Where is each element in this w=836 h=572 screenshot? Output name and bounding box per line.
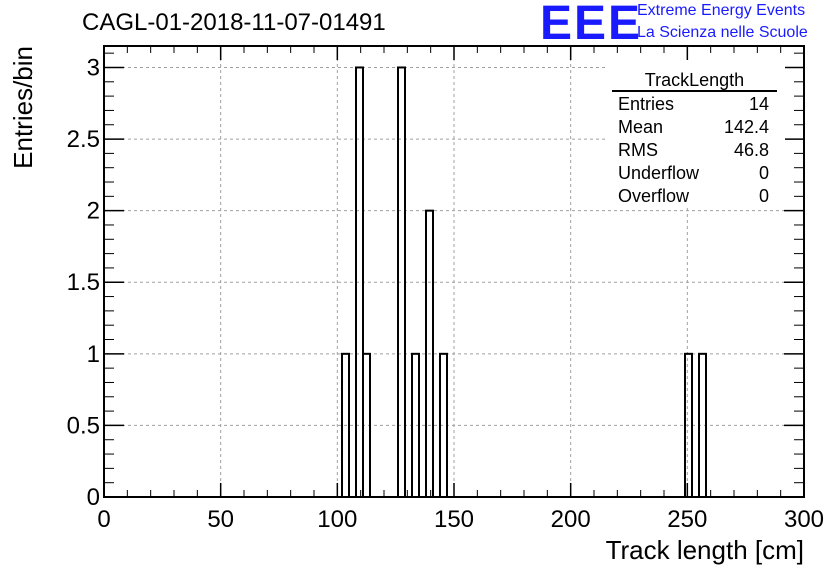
stats-row-label: Overflow <box>618 186 690 206</box>
stats-row-value: 142.4 <box>724 117 769 137</box>
stats-row-label: Entries <box>618 94 674 114</box>
stats-row-value: 0 <box>759 163 769 183</box>
y-tick-label: 0 <box>87 484 100 511</box>
stats-box-rows: Entries 14 Mean 142.4 RMS 46.8 Underflow 0 Overf… <box>618 94 769 206</box>
x-tick-label: 200 <box>551 506 591 533</box>
eee-logo: EEE <box>540 0 643 50</box>
y-tick-labels: 0 0.5 1 1.5 2 2.5 3 <box>67 54 100 511</box>
axis-ticks <box>103 46 805 498</box>
y-tick-label: 1 <box>87 341 100 368</box>
stats-row-value: 14 <box>749 94 769 114</box>
x-axis-label: Track length [cm] <box>606 535 804 565</box>
logo-caption-line1: Extreme Energy Events <box>637 2 806 19</box>
y-tick-label: 0.5 <box>67 412 100 439</box>
stats-box-title: TrackLength <box>645 70 744 90</box>
x-tick-label: 50 <box>207 506 234 533</box>
y-axis-label: Entries/bin <box>8 46 38 169</box>
stats-row-label: RMS <box>618 140 658 160</box>
stats-row-value: 46.8 <box>734 140 769 160</box>
x-tick-label: 250 <box>667 506 707 533</box>
y-tick-label: 1.5 <box>67 269 100 296</box>
stats-box: TrackLength Entries 14 Mean 142.4 RMS 46.8 Und… <box>606 60 785 208</box>
chart-title: CAGL-01-2018-11-07-01491 <box>82 9 386 36</box>
x-tick-label: 150 <box>434 506 474 533</box>
x-tick-labels: 0 50 100 150 200 250 300 <box>97 506 824 533</box>
stats-box-background <box>606 60 785 208</box>
y-tick-label: 2.5 <box>67 126 100 153</box>
stats-row-label: Mean <box>618 117 663 137</box>
x-tick-label: 0 <box>97 506 110 533</box>
logo-caption-line2: La Scienza nelle Scuole <box>637 24 808 41</box>
x-tick-label: 100 <box>317 506 357 533</box>
stats-row-value: 0 <box>759 186 769 206</box>
y-tick-label: 2 <box>87 198 100 225</box>
stats-row-label: Underflow <box>618 163 700 183</box>
y-tick-label: 3 <box>87 54 100 81</box>
x-tick-label: 300 <box>784 506 824 533</box>
